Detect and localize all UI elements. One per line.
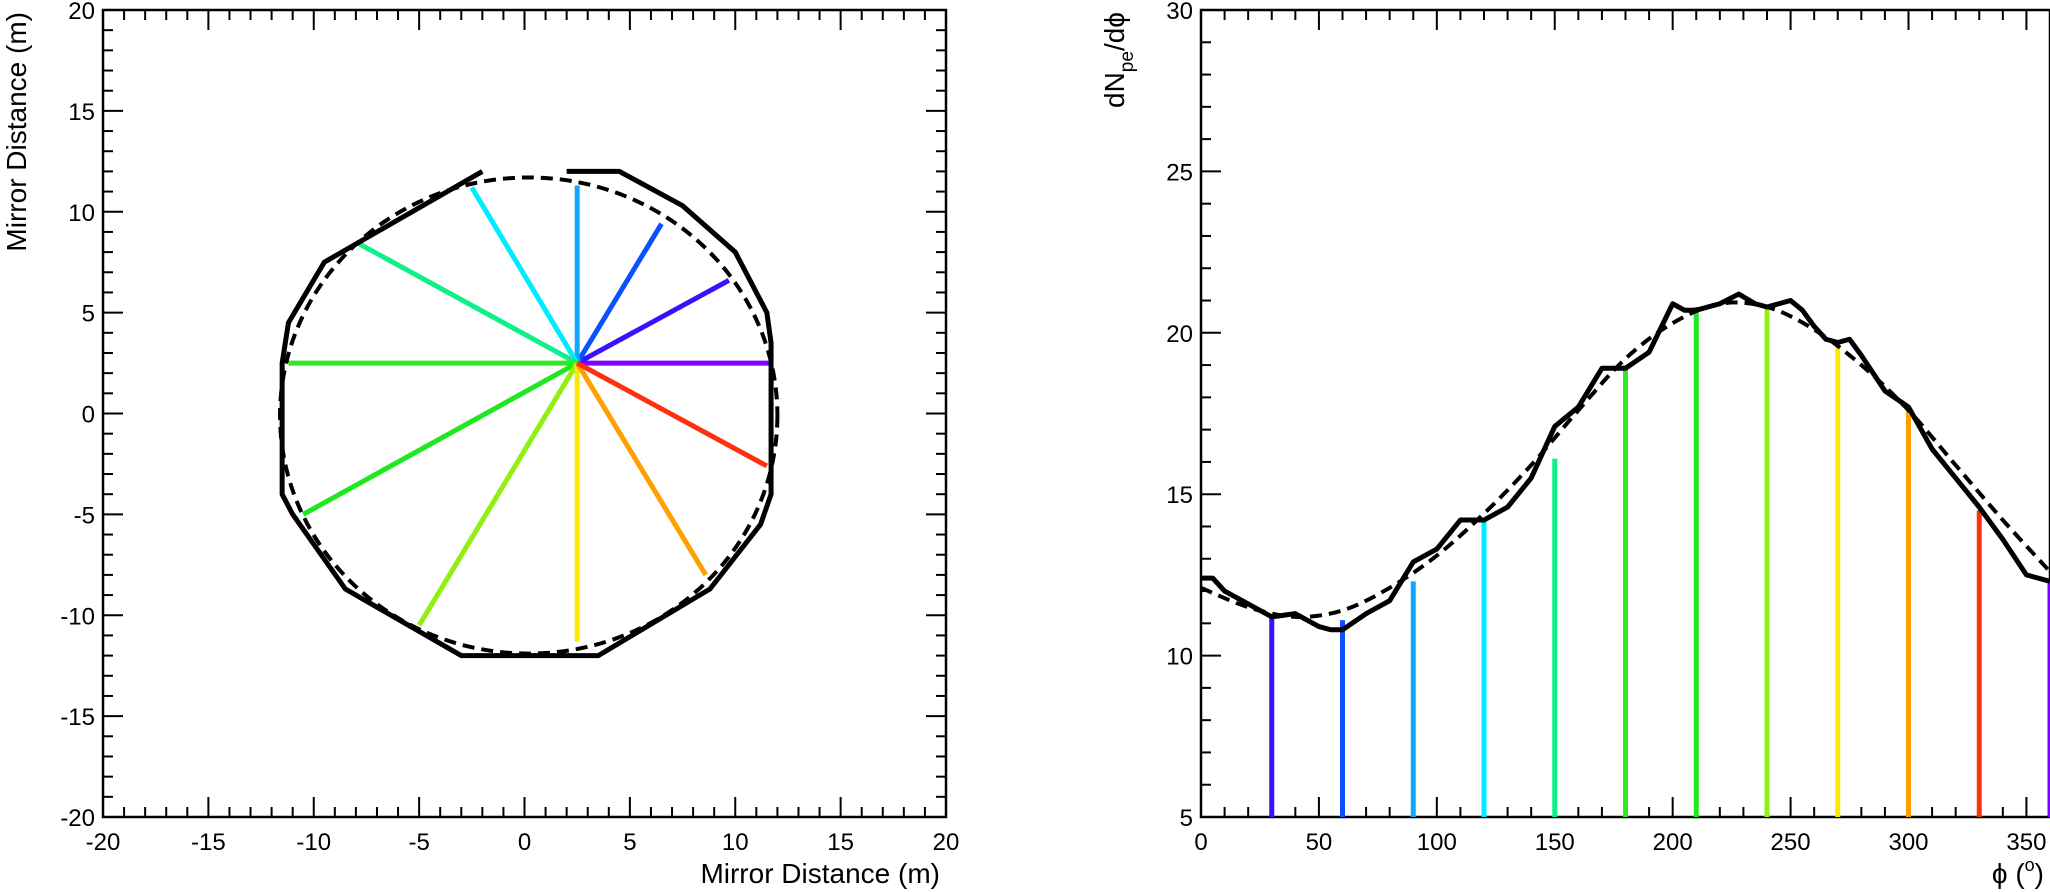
npe-y-axis-title-tail: /dϕ bbox=[1099, 12, 1130, 51]
ring-spoke bbox=[575, 278, 731, 366]
x-tick-label: -20 bbox=[86, 829, 121, 856]
phi-tick-label: 50 bbox=[1306, 829, 1333, 856]
npe-y-axis-title-main: dN bbox=[1099, 72, 1130, 108]
y-tick-label: -10 bbox=[60, 603, 95, 630]
phi-tick-label: 150 bbox=[1535, 829, 1575, 856]
npe-chart: 0 50 100 150 200 250 300 350 5 10 15 20 25 30 ϕ (o) d… bbox=[1099, 0, 2050, 889]
y-tick-label: -15 bbox=[60, 704, 95, 731]
phi-tick-label: 200 bbox=[1653, 829, 1693, 856]
y-tick-label: 0 bbox=[82, 402, 95, 429]
phi-tick-label: 250 bbox=[1771, 829, 1811, 856]
npe-tick-labels: 0 50 100 150 200 250 300 350 5 10 15 20 25 30 bbox=[1166, 0, 2046, 856]
npe-x-axis-title-sup: o bbox=[2025, 855, 2035, 875]
x-tick-label: -15 bbox=[191, 829, 226, 856]
ring-chart: -20 -15 -10 -5 0 5 10 15 20 -20 -15 -10 -5 0 5 10 15 20 M… bbox=[1, 0, 959, 889]
ring-series bbox=[278, 168, 780, 659]
npe-tick-label: 30 bbox=[1166, 0, 1193, 25]
y-tick-label: 20 bbox=[68, 0, 95, 25]
ring-x-axis-title: Mirror Distance (m) bbox=[700, 858, 940, 889]
y-tick-label: 10 bbox=[68, 200, 95, 227]
x-tick-label: -5 bbox=[408, 829, 429, 856]
x-tick-label: 0 bbox=[518, 829, 531, 856]
ring-spokes bbox=[288, 185, 769, 642]
ring-plot-frame bbox=[101, 8, 948, 819]
npe-ticks bbox=[1200, 9, 2050, 818]
ring-spoke bbox=[575, 222, 664, 365]
ring-spoke bbox=[354, 239, 579, 366]
x-tick-label: 10 bbox=[722, 829, 749, 856]
circle-fit-line bbox=[278, 175, 780, 656]
phi-tick-label: 100 bbox=[1417, 829, 1457, 856]
ring-spoke bbox=[575, 361, 708, 577]
npe-x-axis-title: ϕ (o) bbox=[1992, 855, 2044, 889]
x-tick-label: -10 bbox=[296, 829, 331, 856]
ring-spoke bbox=[575, 360, 769, 469]
npe-tick-label: 20 bbox=[1166, 321, 1193, 348]
y-tick-label: 15 bbox=[68, 99, 95, 126]
ring-ticks bbox=[102, 9, 947, 818]
ring-y-axis-title: Mirror Distance (m) bbox=[1, 12, 32, 252]
phi-tick-label: 0 bbox=[1194, 829, 1207, 856]
ring-spoke bbox=[302, 360, 579, 517]
ring-spoke bbox=[469, 186, 580, 365]
phi-tick-label: 300 bbox=[1888, 829, 1928, 856]
npe-series bbox=[1200, 291, 2050, 633]
npe-bars bbox=[1269, 306, 2050, 817]
npe-tick-label: 10 bbox=[1166, 644, 1193, 671]
npe-x-axis-title-close: ) bbox=[2035, 858, 2044, 889]
npe-y-axis-title-sub: pe bbox=[1117, 51, 1138, 72]
npe-tick-label: 15 bbox=[1166, 482, 1193, 509]
y-tick-label: 5 bbox=[82, 301, 95, 328]
npe-tick-label: 5 bbox=[1180, 805, 1193, 832]
y-tick-label: -5 bbox=[74, 502, 95, 529]
ring-spoke bbox=[416, 361, 580, 627]
x-tick-label: 15 bbox=[827, 829, 854, 856]
npe-x-axis-title-main: ϕ ( bbox=[1992, 858, 2025, 889]
x-tick-label: 20 bbox=[933, 829, 960, 856]
ring-tick-labels: -20 -15 -10 -5 0 5 10 15 20 -20 -15 -10 -5 0 5 10 15 20 bbox=[60, 0, 959, 856]
npe-tick-label: 25 bbox=[1166, 159, 1193, 186]
y-tick-label: -20 bbox=[60, 805, 95, 832]
npe-y-axis-title: dNpe/dϕ bbox=[1099, 12, 1138, 108]
phi-tick-label: 350 bbox=[2006, 829, 2046, 856]
x-tick-label: 5 bbox=[623, 829, 636, 856]
